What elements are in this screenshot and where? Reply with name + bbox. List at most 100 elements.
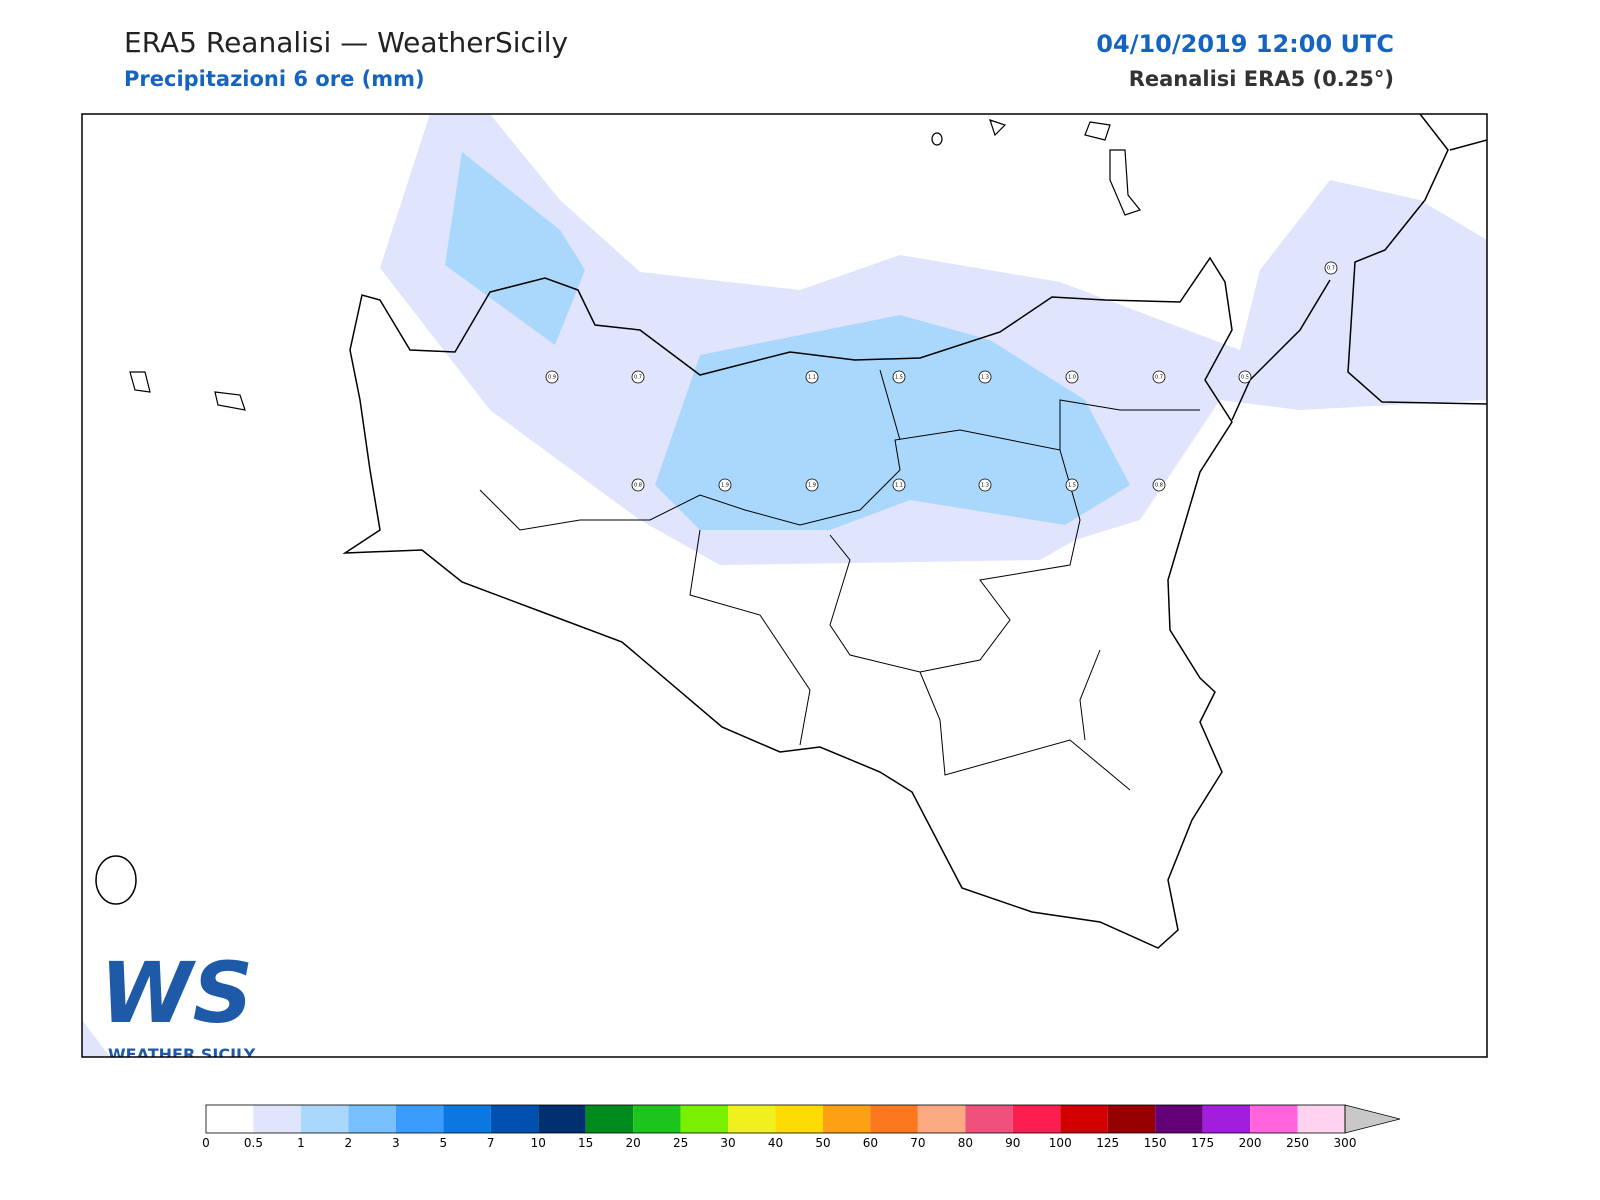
logo-text: WEATHER SICILY: [108, 1045, 256, 1064]
point-value: 0.7: [1155, 375, 1163, 381]
colorbar-box: [1155, 1105, 1203, 1133]
point-value: 0.8: [1155, 483, 1163, 489]
point-marker: [892, 478, 906, 492]
grid-point: 0.8: [631, 478, 645, 492]
colorbar-label: 10: [531, 1136, 546, 1150]
grid-point: 1.0: [1065, 370, 1079, 384]
colorbar-label: 50: [815, 1136, 830, 1150]
colorbar-label: 7: [487, 1136, 495, 1150]
colorbar-label: 60: [863, 1136, 878, 1150]
grid-point: 0.5: [1238, 370, 1252, 384]
point-marker: [718, 478, 732, 492]
point-marker: [978, 370, 992, 384]
grid-point: 0.7: [1152, 370, 1166, 384]
logo-mark: WS: [100, 944, 253, 1042]
colorbar-label: 250: [1286, 1136, 1309, 1150]
point-marker: [892, 370, 906, 384]
colorbar-label: 3: [392, 1136, 400, 1150]
colorbar-box: [443, 1105, 491, 1133]
colorbar-label: 40: [768, 1136, 783, 1150]
grid-point: 0.7: [631, 370, 645, 384]
coastline: [342, 256, 1233, 949]
map-frame: [81, 113, 1488, 1058]
grid-point: 1.1: [892, 478, 906, 492]
point-marker: [631, 478, 645, 492]
grid-point: 0.8: [1152, 478, 1166, 492]
point-marker: [1065, 478, 1079, 492]
point-value: 1.5: [895, 375, 903, 381]
coastline: [1231, 114, 1487, 421]
point-value: 0.9: [548, 375, 556, 381]
colorbar-box: [1202, 1105, 1251, 1133]
colorbar-box: [870, 1105, 918, 1133]
point-marker: [631, 370, 645, 384]
island: [931, 132, 943, 146]
colorbar-label: 200: [1239, 1136, 1262, 1150]
colorbar-box: [490, 1105, 539, 1133]
colorbar-box: [253, 1105, 301, 1133]
point-value: 1.5: [1068, 483, 1076, 489]
colorbar-box: [1060, 1105, 1108, 1133]
island: [95, 855, 137, 905]
point-value: 1.3: [981, 483, 989, 489]
colorbar-box: [206, 1105, 254, 1133]
colorbar-label: 20: [625, 1136, 640, 1150]
colorbar-box: [538, 1105, 586, 1133]
colorbar-label: 1: [297, 1136, 305, 1150]
colorbar-box: [822, 1105, 871, 1133]
colorbar-outline: [205, 1104, 1346, 1134]
colorbar-box: [1297, 1105, 1345, 1133]
point-value: 1.1: [895, 483, 903, 489]
point-marker: [1152, 370, 1166, 384]
point-marker: [1065, 370, 1079, 384]
point-marker: [1238, 370, 1252, 384]
map-area: 0.9 0.7 1.1 1.5 1.3 1.0 0.7 0.5 0.7 0.8 1.9 1.9 1.1 1…: [82, 114, 1487, 1064]
point-value: 1.3: [981, 375, 989, 381]
colorbar-box: [300, 1105, 349, 1133]
colorbar-box: [1012, 1105, 1061, 1133]
grid-point: 0.7: [1324, 261, 1338, 275]
point-marker: [1152, 478, 1166, 492]
colorbar-label: 175: [1191, 1136, 1214, 1150]
precip-area: [445, 152, 585, 345]
colorbar-box: [633, 1105, 681, 1133]
colorbar-extend: [1344, 1104, 1401, 1134]
colorbar-label: 25: [673, 1136, 688, 1150]
point-value: 1.1: [808, 375, 816, 381]
colorbar-box: [395, 1105, 444, 1133]
point-value: 0.7: [1327, 266, 1335, 272]
grid-point: 1.9: [718, 478, 732, 492]
colorbar-label: 80: [958, 1136, 973, 1150]
colorbar-box: [348, 1105, 396, 1133]
colorbar-label: 100: [1049, 1136, 1072, 1150]
point-value: 0.7: [634, 375, 642, 381]
colorbar-label: 2: [345, 1136, 353, 1150]
grid-point: 1.5: [1065, 478, 1079, 492]
precip-area: [655, 315, 1130, 530]
precip-area: [82, 1020, 110, 1057]
colorbar-label: 90: [1005, 1136, 1020, 1150]
title: ERA5 Reanalisi — WeatherSicily: [124, 26, 568, 59]
point-value: 0.5: [1241, 375, 1249, 381]
colorbar-box: [775, 1105, 823, 1133]
point-value: 1.9: [721, 483, 729, 489]
colorbar-label: 150: [1144, 1136, 1167, 1150]
colorbar-label: 0.5: [244, 1136, 263, 1150]
grid-point: 1.1: [805, 370, 819, 384]
colorbar-label: 0: [202, 1136, 210, 1150]
colorbar-label: 125: [1096, 1136, 1119, 1150]
colorbar-box: [965, 1105, 1013, 1133]
colorbar-box: [917, 1105, 966, 1133]
colorbar-box: [1250, 1105, 1298, 1133]
point-marker: [805, 478, 819, 492]
grid-point: 0.9: [545, 370, 559, 384]
colorbar-box: [680, 1105, 729, 1133]
point-marker: [545, 370, 559, 384]
colorbar-box: [585, 1105, 634, 1133]
colorbar-label: 5: [439, 1136, 447, 1150]
point-value: 1.9: [808, 483, 816, 489]
datetime: 04/10/2019 12:00 UTC: [1096, 30, 1394, 58]
point-marker: [978, 478, 992, 492]
grid-point: 1.9: [805, 478, 819, 492]
